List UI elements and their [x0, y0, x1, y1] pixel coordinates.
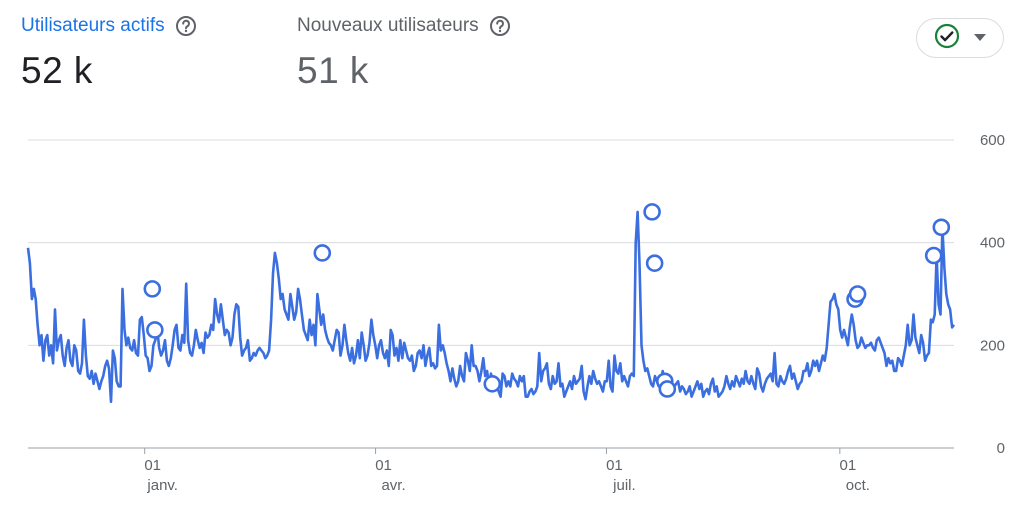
y-tick-label: 600 [980, 132, 1005, 149]
help-circle-icon[interactable] [175, 15, 197, 37]
anomaly-marker [146, 321, 164, 339]
y-tick-label: 400 [980, 235, 1005, 252]
anomaly-marker [932, 218, 951, 237]
anomaly-marker [848, 285, 867, 303]
metric-new-users[interactable]: Nouveaux utilisateurs 51 k [297, 12, 511, 92]
caret-down-icon [974, 29, 986, 47]
metric-active-users-label[interactable]: Utilisateurs actifs [21, 15, 165, 36]
anomaly-marker [483, 375, 502, 393]
y-tick-label: 200 [980, 337, 1005, 354]
x-tick-day: 01 [144, 457, 161, 474]
metric-new-users-label[interactable]: Nouveaux utilisateurs [297, 15, 479, 36]
anomaly-marker [924, 246, 943, 265]
series-line [26, 210, 956, 404]
metric-active-users[interactable]: Utilisateurs actifs 52 k [21, 12, 197, 92]
x-tick-month: juil. [612, 477, 636, 494]
x-tick-day: 01 [606, 457, 623, 474]
x-tick-month: janv. [146, 477, 178, 494]
metric-active-users-value: 52 k [21, 50, 93, 91]
x-tick-day: 01 [839, 457, 856, 474]
anomaly-marker [143, 280, 162, 298]
anomaly-marker [645, 254, 664, 273]
x-tick-day: 01 [375, 457, 392, 474]
check-circle-icon [934, 23, 960, 54]
metric-new-users-value: 51 k [297, 50, 369, 91]
anomaly-marker [313, 244, 332, 262]
help-circle-icon[interactable] [489, 15, 511, 37]
anomaly-marker [658, 380, 677, 398]
y-tick-label: 0 [997, 440, 1005, 457]
x-tick-month: oct. [846, 477, 870, 494]
x-tick-month: avr. [381, 477, 405, 494]
anomaly-marker [643, 203, 661, 221]
comparison-dropdown-button[interactable] [916, 18, 1004, 58]
